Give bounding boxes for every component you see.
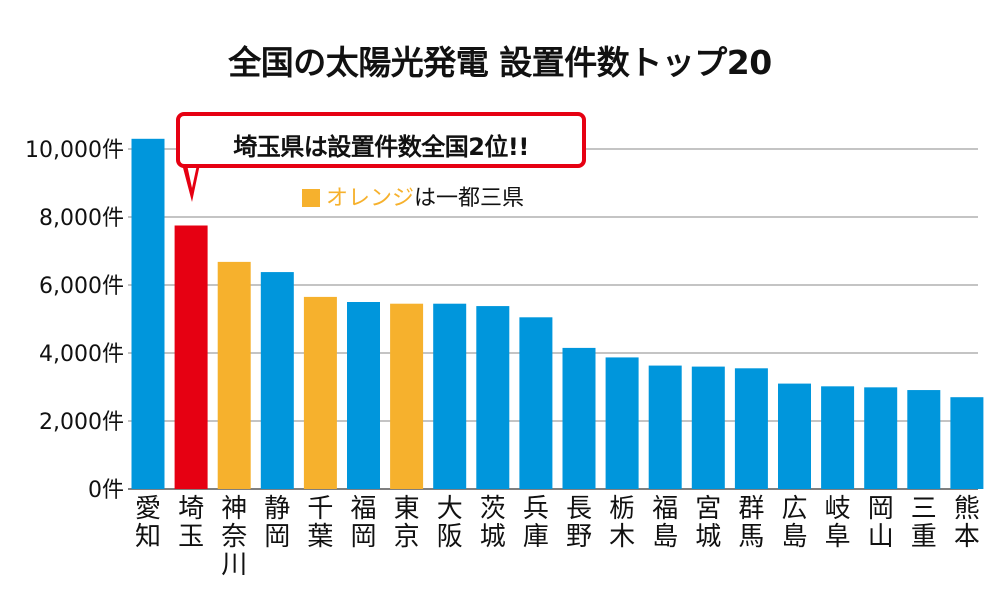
- x-category-label: 栃木: [609, 494, 635, 552]
- y-tick-label: 8,000件: [39, 206, 124, 231]
- bar-19: [907, 390, 941, 489]
- x-category-label: 熊本: [954, 494, 980, 552]
- bar-18: [864, 387, 898, 489]
- bar-2: [174, 225, 208, 489]
- x-category-label: 宮城: [695, 494, 721, 552]
- x-category-label: 愛知: [135, 494, 161, 552]
- x-category-label: 静岡: [264, 494, 290, 552]
- legend-orange-word: オレンジ: [326, 186, 415, 211]
- bar-7: [390, 303, 424, 489]
- orange-swatch: [302, 189, 320, 207]
- x-category-label: 神奈川: [221, 494, 247, 580]
- bar-13: [648, 365, 682, 489]
- x-category-label: 東京: [394, 494, 420, 552]
- x-axis-labels: 愛知埼玉神奈川静岡千葉福岡東京大阪茨城兵庫長野栃木福島宮城群馬広島岐阜岡山三重熊…: [135, 494, 980, 580]
- bar-4: [260, 272, 294, 489]
- y-axis-ticks: 0件 2,000件 4,000件 6,000件 8,000件 10,000件: [25, 138, 124, 503]
- x-category-label: 福岡: [350, 494, 376, 552]
- bar-12: [605, 357, 639, 489]
- chart-title: 全国の太陽光発電 設置件数トップ20: [228, 43, 772, 82]
- x-category-label: 茨城: [480, 494, 506, 552]
- bar-8: [433, 303, 467, 489]
- bar-14: [691, 366, 725, 489]
- x-category-label: 長野: [566, 494, 592, 552]
- x-category-label: 千葉: [307, 494, 333, 552]
- x-category-label: 岐阜: [825, 494, 851, 552]
- bar-11: [562, 347, 596, 489]
- bar-16: [778, 383, 811, 489]
- x-category-label: 三重: [911, 494, 937, 552]
- y-tick-label: 0件: [88, 478, 124, 503]
- callout-box: 埼玉県は設置件数全国2位!!: [176, 112, 586, 168]
- x-category-label: 大阪: [437, 494, 463, 552]
- bar-5: [303, 296, 337, 489]
- bar-20: [950, 397, 984, 489]
- bar-15: [734, 368, 768, 489]
- bar-10: [519, 317, 553, 489]
- legend-note: オレンジは一都三県: [302, 180, 524, 212]
- y-tick-label: 6,000件: [39, 274, 124, 299]
- bar-9: [476, 306, 510, 489]
- y-tick-label: 2,000件: [39, 410, 124, 435]
- x-category-label: 広島: [781, 494, 807, 552]
- bar-1: [131, 138, 165, 490]
- callout-text: 埼玉県は設置件数全国2位!!: [233, 133, 529, 161]
- bars: [131, 138, 984, 490]
- x-category-label: 兵庫: [523, 494, 549, 552]
- x-category-label: 岡山: [868, 494, 894, 552]
- x-category-label: 群馬: [738, 494, 764, 552]
- x-category-label: 福島: [652, 494, 678, 552]
- bar-17: [821, 386, 855, 489]
- bar-3: [217, 261, 251, 489]
- legend-rest-text: は一都三県: [414, 186, 525, 211]
- bar-6: [347, 302, 380, 489]
- y-tick-label: 10,000件: [25, 138, 124, 163]
- y-tick-label: 4,000件: [39, 342, 124, 367]
- x-category-label: 埼玉: [178, 494, 204, 552]
